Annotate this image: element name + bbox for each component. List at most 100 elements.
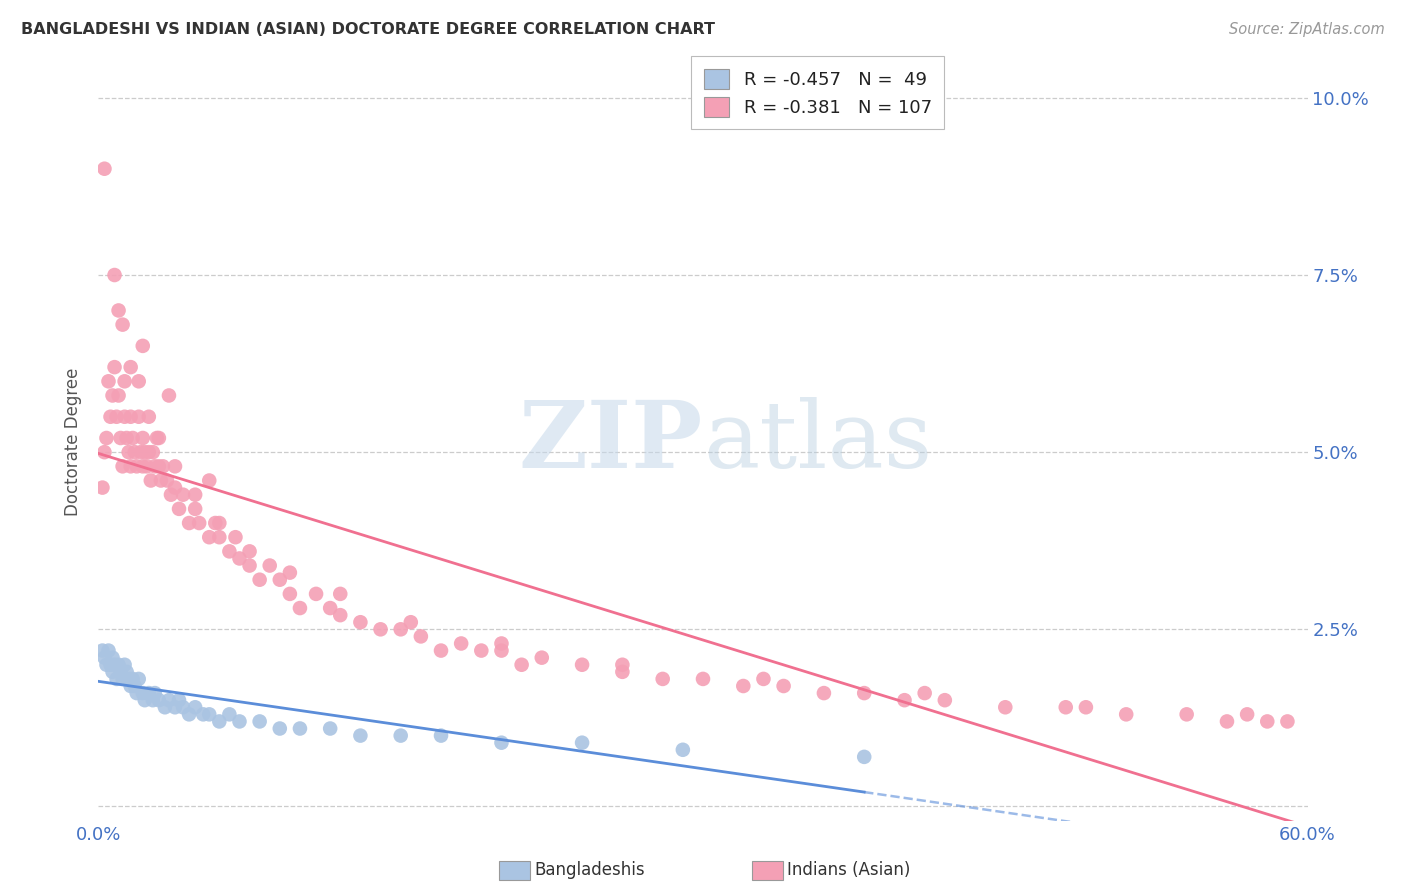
Point — [143, 686, 166, 700]
Point — [204, 516, 226, 530]
Point — [138, 445, 160, 459]
Point — [752, 672, 775, 686]
Point — [132, 431, 155, 445]
Point — [128, 409, 150, 424]
Point — [198, 530, 221, 544]
Point — [692, 672, 714, 686]
Point — [135, 459, 157, 474]
Point — [148, 459, 170, 474]
Point — [149, 474, 172, 488]
Point — [612, 657, 634, 672]
Point — [1256, 714, 1278, 729]
Point — [148, 431, 170, 445]
Point — [249, 573, 271, 587]
Point — [491, 643, 513, 657]
Point — [121, 431, 143, 445]
Point — [103, 268, 125, 282]
Point — [228, 551, 250, 566]
Point — [914, 686, 936, 700]
Point — [114, 374, 136, 388]
Point — [114, 657, 136, 672]
Point — [134, 445, 156, 459]
Point — [224, 530, 246, 544]
Point — [97, 374, 120, 388]
Point — [853, 750, 876, 764]
Point — [132, 459, 155, 474]
Point — [389, 729, 412, 743]
Point — [97, 643, 120, 657]
Point — [188, 516, 211, 530]
Point — [134, 693, 156, 707]
Point — [491, 636, 513, 650]
Point — [157, 388, 180, 402]
Point — [530, 650, 553, 665]
Text: Source: ZipAtlas.com: Source: ZipAtlas.com — [1229, 22, 1385, 37]
Point — [278, 566, 301, 580]
Point — [288, 601, 311, 615]
Point — [120, 459, 142, 474]
Point — [305, 587, 328, 601]
Point — [96, 657, 118, 672]
Point — [349, 729, 371, 743]
Point — [167, 501, 190, 516]
Point — [146, 431, 169, 445]
Point — [409, 629, 432, 643]
Point — [319, 722, 342, 736]
Point — [138, 686, 160, 700]
Point — [156, 474, 179, 488]
Point — [107, 657, 129, 672]
Point — [163, 459, 186, 474]
Point — [329, 587, 352, 601]
Text: Bangladeshis: Bangladeshis — [534, 861, 645, 879]
Point — [450, 636, 472, 650]
Point — [208, 530, 231, 544]
Point — [1175, 707, 1198, 722]
Point — [239, 558, 262, 573]
Point — [101, 388, 124, 402]
Point — [157, 693, 180, 707]
Text: BANGLADESHI VS INDIAN (ASIAN) DOCTORATE DEGREE CORRELATION CHART: BANGLADESHI VS INDIAN (ASIAN) DOCTORATE … — [21, 22, 716, 37]
Point — [269, 573, 291, 587]
Point — [93, 161, 115, 176]
Point — [571, 657, 593, 672]
Point — [115, 431, 138, 445]
Point — [107, 388, 129, 402]
Point — [153, 700, 176, 714]
Point — [118, 445, 141, 459]
Point — [672, 743, 695, 757]
Y-axis label: Doctorate Degree: Doctorate Degree — [65, 368, 83, 516]
Point — [125, 686, 148, 700]
Point — [139, 474, 162, 488]
Point — [934, 693, 956, 707]
Point — [103, 657, 125, 672]
Point — [93, 650, 115, 665]
Point — [853, 686, 876, 700]
Point — [1277, 714, 1299, 729]
Point — [125, 459, 148, 474]
Point — [1054, 700, 1077, 714]
Point — [142, 445, 165, 459]
Point — [1074, 700, 1097, 714]
Point — [430, 729, 453, 743]
Point — [172, 700, 194, 714]
Point — [103, 360, 125, 375]
Point — [142, 693, 165, 707]
Point — [124, 445, 146, 459]
Point — [198, 474, 221, 488]
Point — [218, 707, 240, 722]
Point — [115, 665, 138, 679]
Point — [228, 714, 250, 729]
Point — [651, 672, 673, 686]
Text: atlas: atlas — [703, 397, 932, 486]
Point — [389, 623, 412, 637]
Point — [114, 409, 136, 424]
Point — [218, 544, 240, 558]
Point — [101, 650, 124, 665]
Point — [120, 679, 142, 693]
Point — [994, 700, 1017, 714]
Point — [184, 700, 207, 714]
Point — [129, 445, 152, 459]
Point — [259, 558, 281, 573]
Legend: R = -0.457   N =  49, R = -0.381   N = 107: R = -0.457 N = 49, R = -0.381 N = 107 — [692, 56, 945, 129]
Point — [510, 657, 533, 672]
